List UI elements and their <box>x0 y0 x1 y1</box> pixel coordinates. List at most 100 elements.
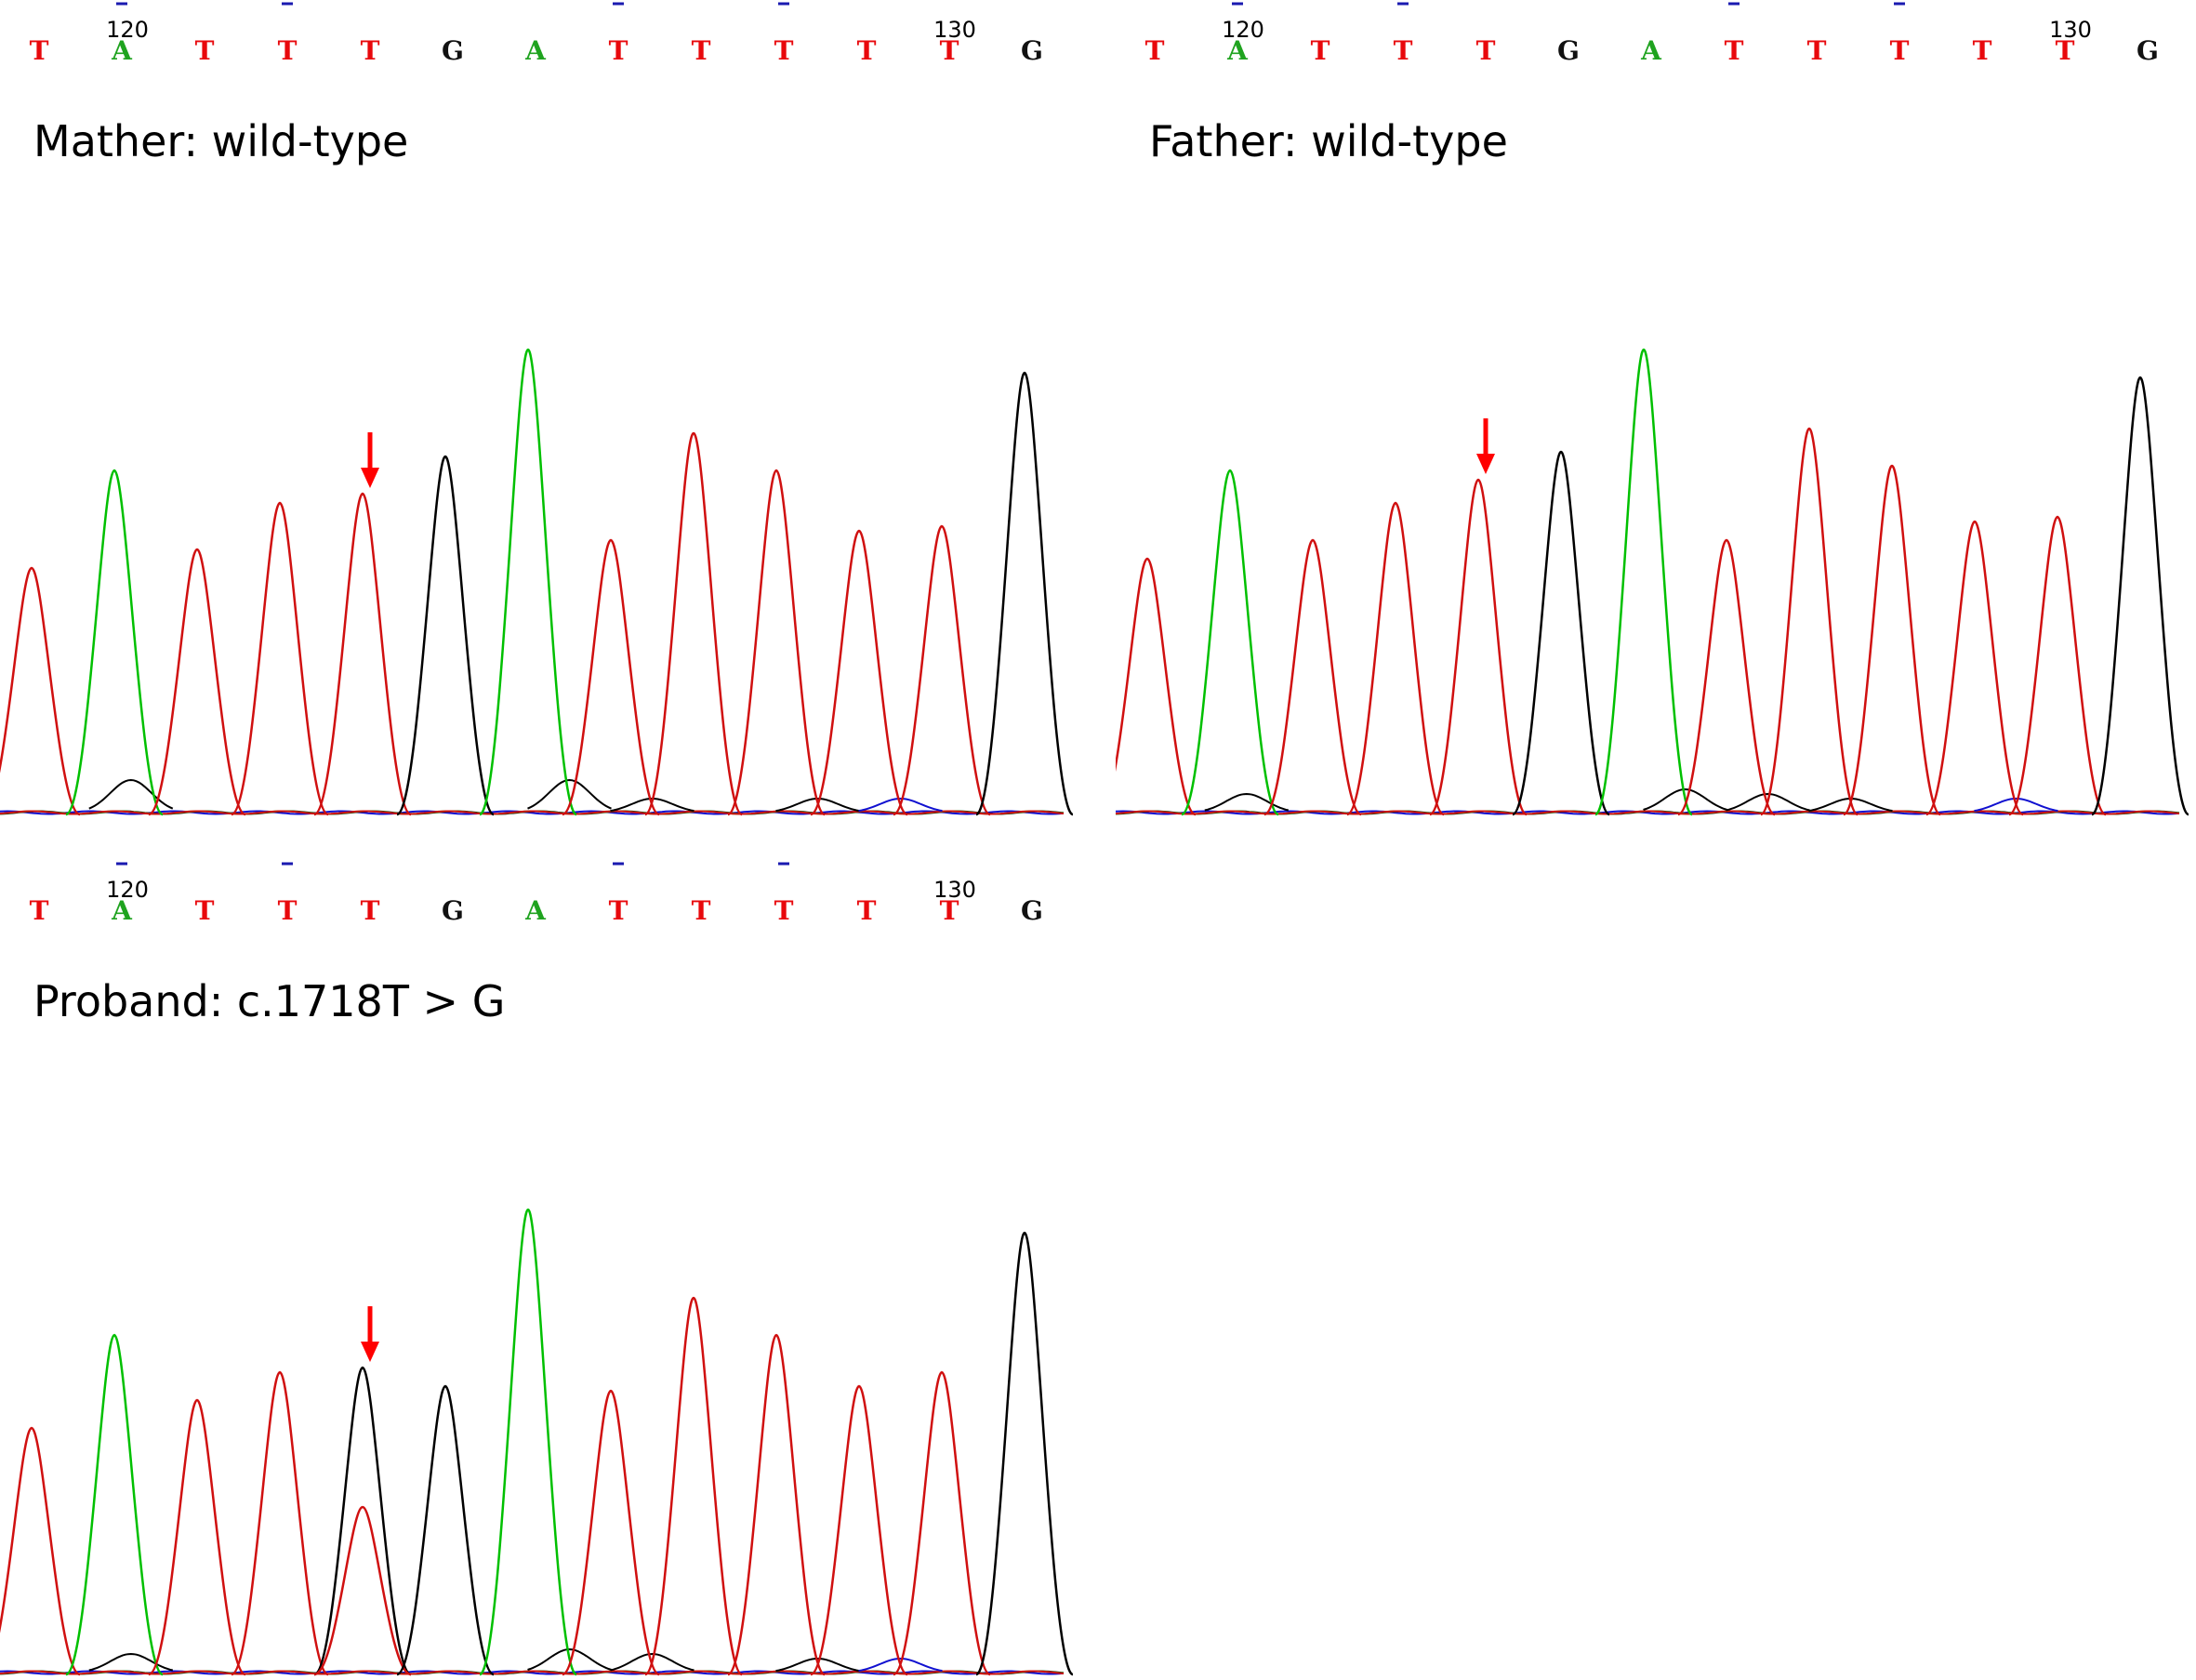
trace-peak <box>893 1370 991 1676</box>
trace-peak <box>1263 538 1362 816</box>
trace-peak <box>65 469 164 816</box>
base-call: T <box>774 895 794 926</box>
base-call: T <box>609 35 628 66</box>
base-call: T <box>1890 35 1910 66</box>
base-call: G <box>442 35 464 66</box>
trace-peak <box>395 455 496 816</box>
base-call: T <box>609 895 628 926</box>
base-call: A <box>1226 35 1249 66</box>
trace-peak <box>313 492 412 816</box>
trace-peak <box>148 548 246 816</box>
base-call: G <box>1021 895 1043 926</box>
minor-peak <box>858 1657 943 1673</box>
minor-peak <box>775 797 860 813</box>
base-call: T <box>30 35 49 66</box>
trace-peak <box>0 1426 81 1676</box>
base-call: T <box>1973 35 1992 66</box>
position-label: 130 <box>933 17 976 43</box>
base-call: A <box>111 35 133 66</box>
trace-peak <box>65 1333 164 1676</box>
chromatogram-father: 120 130 T A T T T G A T T T T T G Father: wild-type <box>1116 0 2194 818</box>
trace-peak <box>1346 501 1445 816</box>
base-call: T <box>361 895 380 926</box>
minor-peak <box>1974 797 2058 813</box>
base-call: G <box>1557 35 1580 66</box>
trace-peak <box>2090 376 2190 816</box>
base-call: T <box>278 895 298 926</box>
panel-title: Proband: c.1718T > G <box>33 976 505 1026</box>
trace-peak <box>1759 427 1859 816</box>
minor-peak <box>1643 787 1727 811</box>
trace-peak <box>893 524 991 816</box>
baseline-trace <box>0 1670 1065 1675</box>
trace-peak <box>2008 515 2107 816</box>
chromatogram-mother: 120 130 T A T T T G A T T T T T G Mather: wild-type <box>0 0 1078 818</box>
trace-peak <box>231 1370 329 1676</box>
position-label: 120 <box>106 877 149 903</box>
trace-peak <box>810 529 908 816</box>
base-call: A <box>111 895 133 926</box>
base-call: T <box>1476 35 1496 66</box>
trace-peak <box>727 469 826 816</box>
position-label: 130 <box>933 877 976 903</box>
variant-arrow-icon <box>361 1306 379 1362</box>
baseline-trace <box>1116 810 2180 815</box>
base-call: G <box>2136 35 2159 66</box>
minor-peak <box>775 1657 860 1673</box>
minor-peak <box>858 797 943 813</box>
trace-peak <box>478 348 578 816</box>
base-call: T <box>940 35 959 66</box>
base-call: T <box>774 35 794 66</box>
minor-peak <box>527 1647 612 1671</box>
base-call: A <box>524 895 547 926</box>
trace-peak <box>727 1333 826 1676</box>
base-call: T <box>278 35 298 66</box>
trace-peak <box>643 431 744 816</box>
trace-peak <box>1181 469 1279 816</box>
trace-peak <box>1429 478 1528 816</box>
trace-peak <box>1511 450 1611 816</box>
baseline-trace <box>0 1670 1065 1675</box>
base-call: T <box>1807 35 1827 66</box>
base-call: G <box>1021 35 1043 66</box>
panel-title: Father: wild-type <box>1149 116 1508 166</box>
position-label: 120 <box>1222 17 1264 43</box>
base-call: T <box>692 895 711 926</box>
baseline-trace <box>0 810 1065 815</box>
base-call: A <box>1640 35 1662 66</box>
trace-peak <box>148 1398 246 1676</box>
base-call: T <box>692 35 711 66</box>
minor-peak <box>1204 792 1290 812</box>
trace-peak <box>313 1505 412 1676</box>
chromatogram-proband: 120 130 T A T T T G A T T T T T G Proband: c.1718T > G <box>0 860 1078 1678</box>
trace-peak <box>396 1384 495 1676</box>
trace-peak <box>1677 538 1776 816</box>
base-call: T <box>2056 35 2075 66</box>
trace-peak <box>1594 348 1694 816</box>
base-call: T <box>361 35 380 66</box>
base-call: T <box>1311 35 1330 66</box>
trace-peak <box>1925 520 2024 816</box>
minor-peak <box>527 778 612 810</box>
base-call: T <box>195 895 215 926</box>
variant-arrow-icon <box>1476 418 1495 474</box>
panel-title: Mather: wild-type <box>33 116 408 166</box>
trace-peak <box>643 1296 744 1676</box>
trace-peak <box>0 566 81 816</box>
position-label: 120 <box>106 17 149 43</box>
base-call: T <box>1394 35 1413 66</box>
base-call: T <box>195 35 215 66</box>
trace-peak <box>231 501 329 816</box>
base-call: T <box>857 895 877 926</box>
trace-peak <box>974 371 1075 816</box>
base-call: T <box>1725 35 1744 66</box>
minor-peak <box>1726 792 1810 812</box>
trace-peak <box>1843 464 1941 816</box>
base-call: A <box>524 35 547 66</box>
trace-peak <box>974 1231 1075 1676</box>
trace-peak <box>313 1366 412 1676</box>
trace-peak <box>1116 557 1197 816</box>
